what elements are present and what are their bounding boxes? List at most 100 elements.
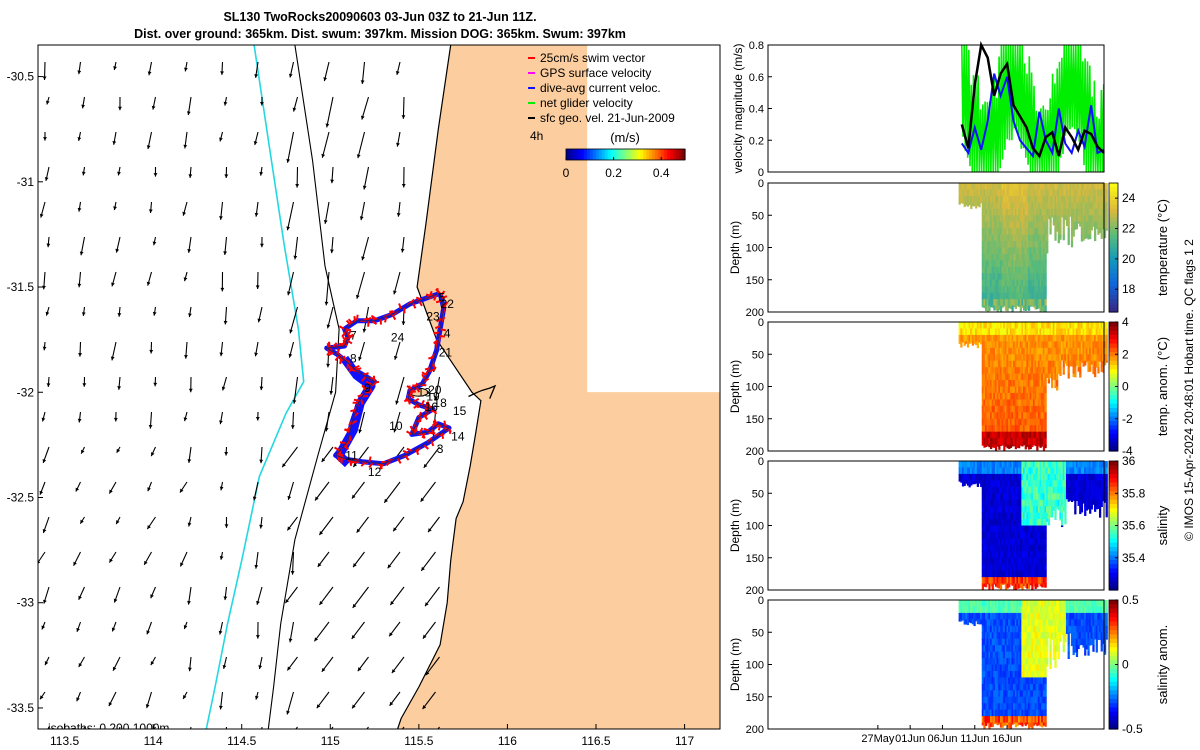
heatmap-cell — [1011, 564, 1014, 572]
heatmap-cell — [1051, 208, 1054, 216]
heatmap-cell — [1084, 480, 1087, 488]
heatmap-cell — [983, 564, 986, 572]
heatmap-cell — [1067, 195, 1070, 203]
heatmap-cell — [971, 600, 975, 608]
heatmap-cell — [1044, 412, 1047, 420]
heatmap-cell — [1037, 473, 1041, 481]
heatmap-cell — [1065, 341, 1069, 349]
heatmap-cell — [1100, 480, 1103, 488]
heatmap-cell — [1006, 709, 1009, 717]
map-y-tick-label: -33.5 — [7, 701, 35, 715]
heatmap-cell — [1037, 425, 1041, 433]
current-arrowhead — [153, 382, 158, 387]
heatmap-cell — [1023, 570, 1026, 578]
heatmap-cell — [998, 612, 1001, 620]
heatmap-cell — [1052, 499, 1055, 507]
heatmap-colorbar-cell — [1109, 290, 1118, 296]
heatmap-cell — [1042, 577, 1046, 585]
heatmap-cell — [1024, 551, 1027, 559]
heatmap-cell — [973, 334, 976, 342]
heatmap-cell — [1037, 328, 1041, 336]
heatmap-cell — [1027, 380, 1031, 388]
heatmap-cell — [991, 305, 994, 308]
heatmap-cell — [1029, 373, 1032, 381]
heatmap-cell — [1044, 531, 1047, 539]
heatmap-cell — [1052, 506, 1055, 511]
heatmap-cell — [1075, 486, 1079, 494]
heatmap-cell — [1079, 354, 1082, 362]
heatmap-cell — [976, 467, 980, 475]
heatmap-cell — [980, 612, 983, 620]
heatmap-cell — [1085, 486, 1089, 494]
heatmap-cell — [1019, 444, 1022, 446]
heatmap-cell — [1031, 431, 1034, 439]
heatmap-cell — [1016, 658, 1019, 666]
heatmap-cell — [1018, 334, 1021, 342]
heatmap-cell — [1037, 467, 1041, 475]
heatmap-cell — [960, 195, 963, 203]
heatmap-cell — [1079, 189, 1082, 197]
heatmap-cell — [960, 600, 963, 608]
current-arrowhead — [112, 666, 117, 671]
heatmap-cell — [989, 544, 993, 552]
heatmap-cell — [980, 341, 983, 345]
heatmap-cell — [1031, 247, 1034, 255]
heatmap-cell — [986, 380, 989, 388]
heatmap-cell — [1084, 347, 1087, 355]
heatmap-cell — [991, 373, 994, 381]
heatmap-colorbar-cell — [1109, 442, 1118, 448]
heatmap-cell — [996, 493, 999, 501]
heatmap-cell — [1029, 208, 1032, 216]
heatmap-cell — [1009, 722, 1013, 730]
heatmap-cell — [1079, 322, 1082, 330]
velocity-y-tick-label: 0.8 — [749, 40, 764, 52]
heatmap-cell — [1039, 583, 1042, 587]
current-arrowhead — [77, 418, 82, 423]
heatmap-cell — [1032, 380, 1036, 388]
heatmap-colorbar-cell — [1109, 247, 1118, 253]
heatmap-cell — [1034, 328, 1037, 336]
heatmap-cell — [998, 367, 1001, 375]
heatmap-cell — [1098, 512, 1102, 518]
heatmap-cell — [993, 709, 996, 717]
heatmap-cell — [1067, 228, 1070, 236]
heatmap-cell — [1026, 354, 1029, 362]
heatmap-cell — [1001, 273, 1004, 281]
heatmap-cell — [1006, 577, 1009, 585]
heatmap-cell — [1042, 499, 1046, 507]
heatmap-cell — [1044, 253, 1047, 261]
heatmap-cell — [981, 531, 984, 539]
heatmap-cell — [1016, 638, 1019, 646]
heatmap-cell — [1034, 386, 1037, 394]
heatmap-cell — [985, 322, 988, 330]
heatmap-cell — [991, 473, 994, 481]
heatmap-cell — [1004, 696, 1008, 704]
current-arrowhead — [223, 596, 228, 601]
heatmap-cell — [1041, 234, 1044, 242]
heatmap-cell — [960, 467, 963, 475]
heatmap-cell — [1057, 493, 1060, 501]
heatmap-cell — [1008, 709, 1011, 717]
heatmap-colorbar-cell — [1109, 326, 1118, 332]
heatmap-cell — [999, 683, 1003, 691]
heatmap-cell — [1024, 405, 1027, 413]
heatmap-cell — [1057, 241, 1060, 244]
heatmap-cell — [993, 703, 996, 711]
heatmap-cell — [991, 625, 994, 633]
heatmap-cell — [1016, 499, 1019, 507]
heatmap-cell — [1011, 531, 1014, 539]
heatmap-cell — [998, 544, 1001, 552]
colorbar-cell — [682, 149, 686, 160]
heatmap-cell — [1039, 208, 1042, 216]
heatmap-cell — [998, 531, 1001, 539]
heatmap-cell — [960, 189, 963, 197]
heatmap-y-tick-label: 100 — [746, 521, 764, 533]
heatmap-cell — [991, 386, 994, 394]
heatmap-cell — [989, 551, 993, 559]
heatmap-cell — [1001, 696, 1004, 704]
heatmap-cell — [1044, 392, 1047, 400]
heatmap-cell — [981, 228, 984, 236]
heatmap-cell — [1001, 645, 1004, 653]
heatmap-cell — [1026, 570, 1029, 578]
